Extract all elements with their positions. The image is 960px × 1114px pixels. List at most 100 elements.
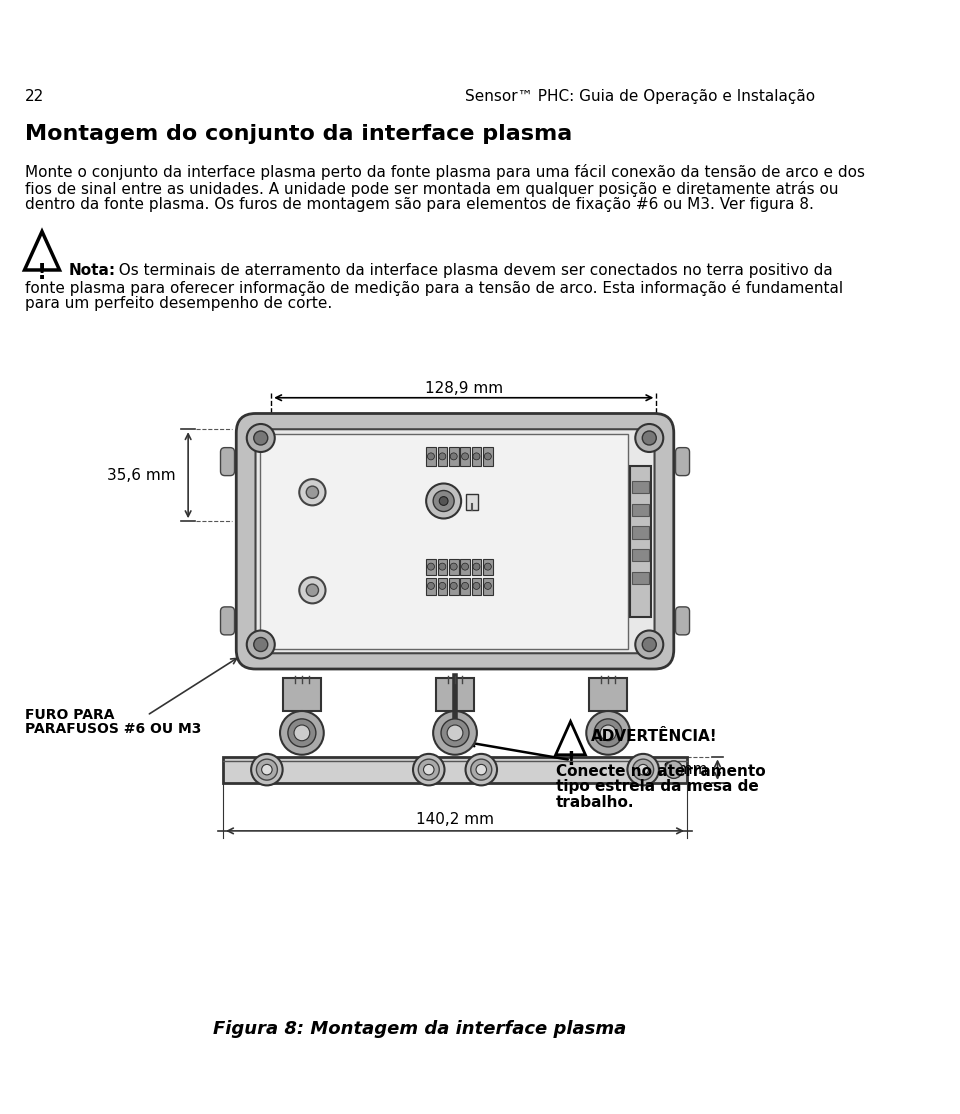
Circle shape [427, 563, 435, 570]
Text: Sensor™ PHC: Guia de Operação e Instalação: Sensor™ PHC: Guia de Operação e Instalaç… [466, 89, 816, 104]
Bar [466, 494, 478, 510]
Circle shape [470, 759, 492, 780]
Text: Figura 8: Montagem da interface plasma: Figura 8: Montagem da interface plasma [213, 1020, 627, 1038]
Circle shape [462, 453, 468, 460]
Circle shape [473, 453, 480, 460]
Circle shape [413, 754, 444, 785]
Text: Conecte no aterramento: Conecte no aterramento [556, 763, 765, 779]
Circle shape [439, 583, 445, 589]
Bar [438, 447, 447, 466]
Circle shape [256, 759, 277, 780]
Text: trabalho.: trabalho. [556, 795, 635, 810]
Circle shape [587, 711, 630, 755]
FancyBboxPatch shape [676, 607, 689, 635]
Bar [449, 559, 459, 575]
Bar [426, 559, 436, 575]
Text: PARAFUSOS #6 OU M3: PARAFUSOS #6 OU M3 [25, 722, 201, 735]
FancyBboxPatch shape [676, 448, 689, 476]
Bar [630, 466, 651, 616]
Bar [632, 527, 649, 539]
Bar [471, 447, 481, 466]
Text: FURO PARA: FURO PARA [25, 709, 114, 722]
Circle shape [433, 711, 477, 755]
Bar [632, 481, 649, 494]
Circle shape [450, 583, 457, 589]
Circle shape [280, 711, 324, 755]
Bar [460, 447, 469, 466]
Circle shape [300, 479, 325, 506]
Text: Os terminais de aterramento da interface plasma devem ser conectados no terra po: Os terminais de aterramento da interface… [108, 263, 832, 278]
Text: para um perfeito desempenho de corte.: para um perfeito desempenho de corte. [25, 296, 332, 311]
Circle shape [440, 497, 448, 506]
Text: 140,2 mm: 140,2 mm [416, 812, 494, 828]
Circle shape [594, 719, 622, 746]
Circle shape [473, 583, 480, 589]
Circle shape [600, 725, 616, 741]
Circle shape [485, 563, 492, 570]
Text: 35,6 mm: 35,6 mm [108, 468, 176, 482]
Circle shape [306, 584, 319, 596]
Circle shape [426, 483, 461, 518]
Circle shape [485, 453, 492, 460]
Bar [632, 571, 649, 584]
Bar [471, 578, 481, 595]
Circle shape [247, 424, 275, 452]
Circle shape [247, 631, 275, 658]
Polygon shape [25, 232, 60, 270]
Circle shape [665, 761, 683, 779]
Bar [426, 447, 436, 466]
Bar [449, 578, 459, 595]
Circle shape [288, 719, 316, 746]
Circle shape [439, 453, 445, 460]
Text: 32,8 mm: 32,8 mm [638, 762, 707, 778]
Bar [460, 559, 469, 575]
Circle shape [294, 725, 310, 741]
Circle shape [433, 490, 454, 511]
Circle shape [462, 583, 468, 589]
Text: 22: 22 [25, 89, 44, 104]
Circle shape [262, 764, 272, 775]
Text: Monte o conjunto da interface plasma perto da fonte plasma para uma fácil conexã: Monte o conjunto da interface plasma per… [25, 164, 865, 180]
Bar [483, 578, 492, 595]
Text: fonte plasma para oferecer informação de medição para a tensão de arco. Esta inf: fonte plasma para oferecer informação de… [25, 280, 843, 295]
Circle shape [439, 563, 445, 570]
Circle shape [300, 577, 325, 604]
Circle shape [485, 583, 492, 589]
Bar [483, 559, 492, 575]
Bar [460, 578, 469, 595]
Circle shape [447, 725, 463, 741]
Circle shape [628, 754, 659, 785]
Circle shape [636, 424, 663, 452]
FancyBboxPatch shape [221, 448, 234, 476]
Bar [438, 559, 447, 575]
Text: fios de sinal entre as unidades. A unidade pode ser montada em qualquer posição : fios de sinal entre as unidades. A unida… [25, 180, 838, 197]
FancyBboxPatch shape [221, 607, 234, 635]
Circle shape [633, 759, 654, 780]
Circle shape [466, 754, 497, 785]
Circle shape [252, 754, 282, 785]
Bar [632, 504, 649, 516]
Text: Montagem do conjunto da interface plasma: Montagem do conjunto da interface plasma [25, 124, 572, 144]
Circle shape [423, 764, 434, 775]
Circle shape [253, 637, 268, 652]
Bar [426, 578, 436, 595]
Circle shape [642, 637, 657, 652]
Circle shape [462, 563, 468, 570]
Bar [438, 578, 447, 595]
Bar [483, 447, 492, 466]
Circle shape [476, 764, 487, 775]
Circle shape [419, 759, 440, 780]
Circle shape [441, 719, 469, 746]
Bar [282, 677, 322, 711]
FancyBboxPatch shape [236, 413, 674, 670]
Circle shape [427, 453, 435, 460]
Circle shape [450, 453, 457, 460]
Bar [632, 549, 649, 561]
Text: !: ! [566, 750, 575, 769]
Circle shape [427, 583, 435, 589]
Text: 128,9 mm: 128,9 mm [424, 381, 503, 395]
Bar [449, 447, 459, 466]
Bar [436, 677, 474, 711]
Text: tipo estrela da mesa de: tipo estrela da mesa de [556, 780, 758, 794]
Polygon shape [556, 722, 586, 755]
